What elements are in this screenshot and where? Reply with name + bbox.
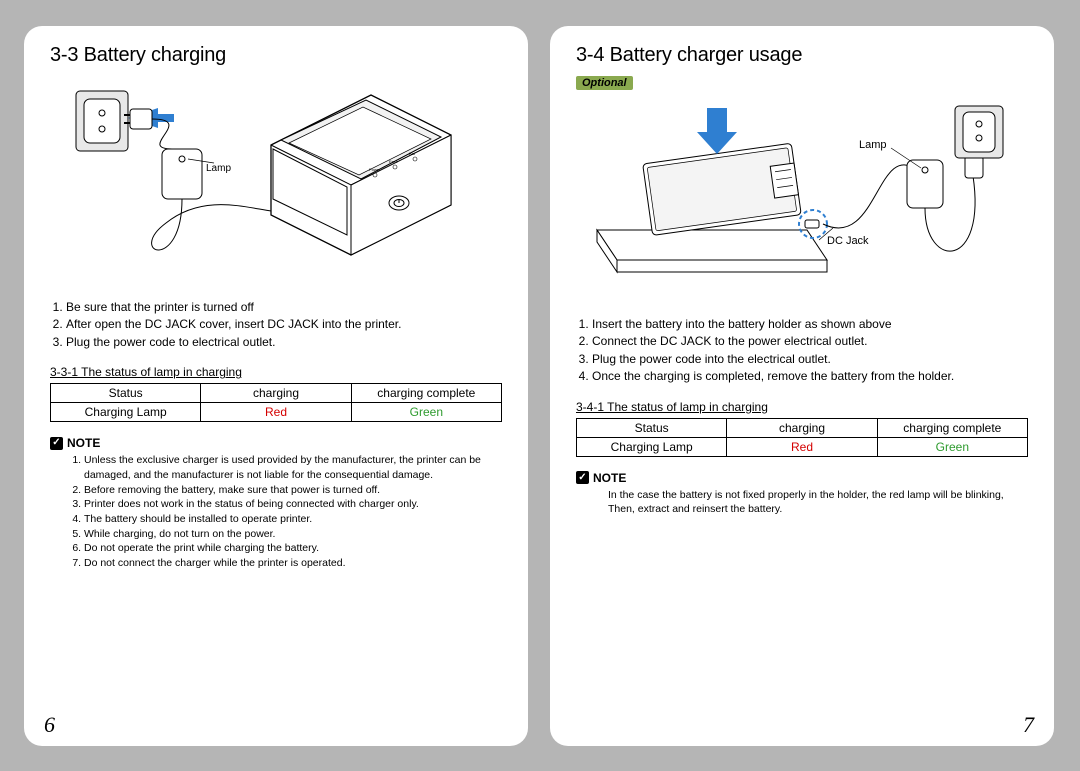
page-number: 7 [1023,712,1034,738]
note-item: Before removing the battery, make sure t… [84,483,502,498]
note-item: Printer does not work in the status of b… [84,497,502,512]
step-item: Once the charging is completed, remove t… [592,368,1028,385]
lamp-label: Lamp [206,163,231,174]
table-cell-red: Red [727,437,877,456]
table-heading: 3-4-1 The status of lamp in charging [576,400,1028,414]
lamp-label: Lamp [859,139,887,151]
optional-badge: Optional [576,76,633,90]
note-label: NOTE [67,436,100,450]
page-right: 3-4 Battery charger usage Optional DC Ja… [550,26,1054,746]
table-header: Status [51,384,201,403]
table-header: charging complete [351,384,501,403]
step-item: Insert the battery into the battery hold… [592,316,1028,333]
note-text: In the case the battery is not fixed pro… [576,488,1028,517]
illustration-battery-charging: Lamp [50,73,502,283]
svg-text:Bat: Bat [409,151,416,156]
note-item: The battery should be installed to opera… [84,512,502,527]
step-item: After open the DC JACK cover, insert DC … [66,316,502,333]
table-cell: Charging Lamp [577,437,727,456]
note-item: Do not operate the print while charging … [84,541,502,556]
illustration-charger-usage: DC Jack Lamp [576,100,1028,300]
page-left: 3-3 Battery charging Lamp [24,26,528,746]
notes-list: Unless the exclusive charger is used pro… [50,453,502,571]
table-header: charging [201,384,351,403]
dcjack-label: DC Jack [827,235,869,247]
step-item: Plug the power code into the electrical … [592,351,1028,368]
table-heading: 3-3-1 The status of lamp in charging [50,365,502,379]
step-item: Connect the DC JACK to the power electri… [592,333,1028,350]
check-icon: ✓ [50,437,63,450]
steps-list: Be sure that the printer is turned off A… [50,299,502,351]
note-item: While charging, do not turn on the power… [84,527,502,542]
table-header: charging complete [877,418,1027,437]
note-label: NOTE [593,471,626,485]
section-title: 3-3 Battery charging [50,44,502,67]
table-cell-red: Red [201,403,351,422]
svg-text:Power: Power [369,167,381,172]
section-title: 3-4 Battery charger usage [576,44,1028,67]
step-item: Be sure that the printer is turned off [66,299,502,316]
table-cell: Charging Lamp [51,403,201,422]
lamp-status-table: Status charging charging complete Chargi… [50,383,502,422]
table-cell-green: Green [351,403,501,422]
check-icon: ✓ [576,471,589,484]
page-number: 6 [44,712,55,738]
table-cell-green: Green [877,437,1027,456]
note-item: Do not connect the charger while the pri… [84,556,502,571]
steps-list: Insert the battery into the battery hold… [576,316,1028,386]
svg-text:Error: Error [389,159,399,164]
step-item: Plug the power code to electrical outlet… [66,334,502,351]
note-header: ✓ NOTE [50,436,502,450]
note-header: ✓ NOTE [576,471,1028,485]
table-header: Status [577,418,727,437]
note-item: Unless the exclusive charger is used pro… [84,453,502,482]
table-header: charging [727,418,877,437]
lamp-status-table: Status charging charging complete Chargi… [576,418,1028,457]
